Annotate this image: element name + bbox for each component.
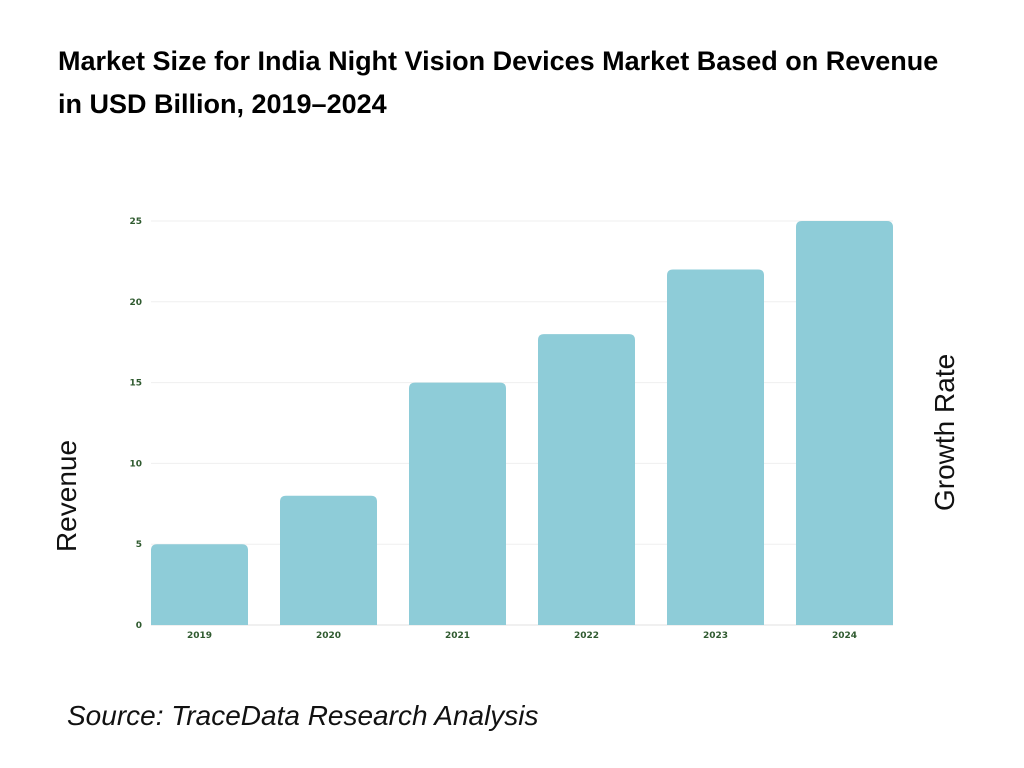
bar-2023 <box>667 269 764 625</box>
x-tick-label: 2019 <box>187 631 212 641</box>
x-tick-label: 2024 <box>832 631 857 641</box>
bar-2020 <box>280 495 377 625</box>
chart-title: Market Size for India Night Vision Devic… <box>58 46 939 119</box>
x-tick-label: 2022 <box>574 631 599 641</box>
bar-2024 <box>796 221 893 625</box>
bar-2019 <box>151 544 248 625</box>
y-tick-label: 10 <box>129 459 142 469</box>
y-tick-label: 25 <box>129 217 142 227</box>
x-tick-label: 2023 <box>703 631 728 641</box>
x-tick-label: 2020 <box>316 631 341 641</box>
x-tick-label: 2021 <box>445 631 470 641</box>
source-note: Source: TraceData Research Analysis <box>67 700 539 731</box>
y-tick-label: 5 <box>136 540 142 550</box>
y-tick-label: 20 <box>129 298 142 308</box>
bar-2022 <box>538 334 635 625</box>
y-tick-label: 0 <box>136 621 142 631</box>
y-tick-label: 15 <box>129 379 142 389</box>
bar-2021 <box>409 382 506 625</box>
